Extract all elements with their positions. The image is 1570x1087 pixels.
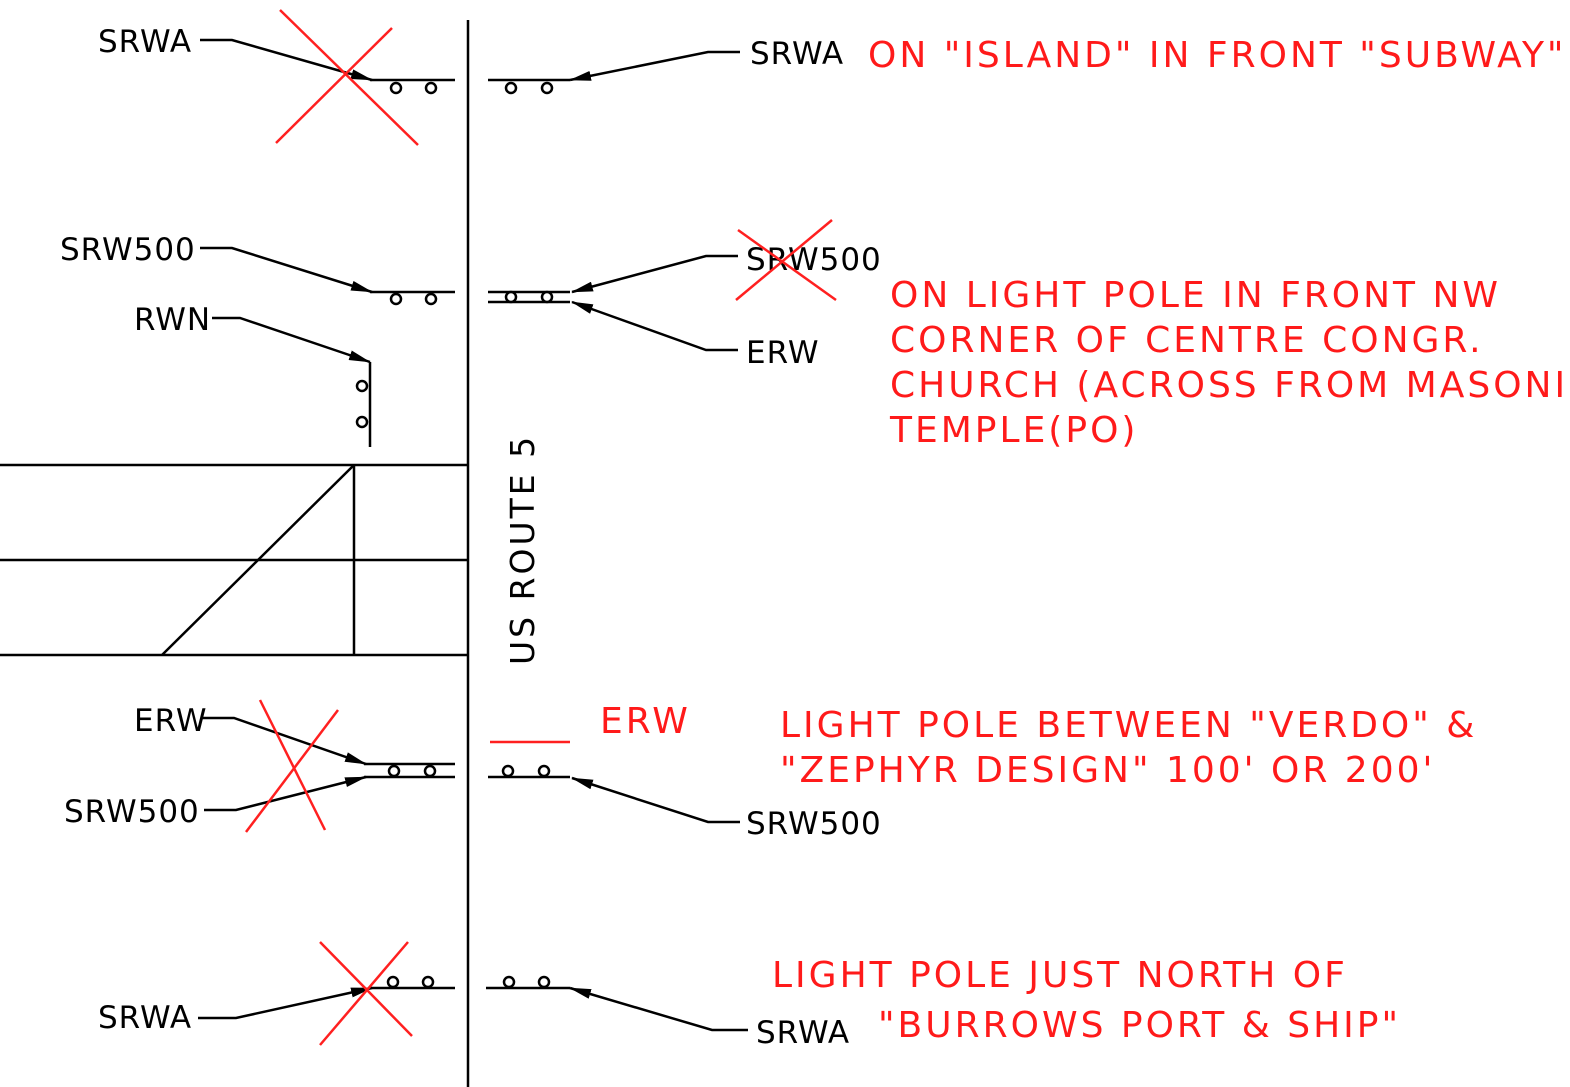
removed-mark <box>319 941 413 1037</box>
note-verdo-line-2: "ZEPHYR DESIGN" 100' OR 200' <box>780 750 1435 791</box>
note-burrows-line-1: LIGHT POLE JUST NORTH OF <box>772 955 1348 996</box>
removed-mark <box>279 9 419 146</box>
sign-label-srwa-bottom-right: SRWA <box>756 1015 850 1051</box>
note-burrows-line-2: "BURROWS PORT & SHIP" <box>878 1005 1401 1046</box>
note-church-line-2: CORNER OF CENTRE CONGR. <box>890 320 1484 361</box>
sign-group-bottom-right: SRWA <box>486 975 850 1051</box>
note-subway: ON "ISLAND" IN FRONT "SUBWAY" <box>868 35 1567 76</box>
sign-group-bottom-left: SRWA <box>98 941 455 1046</box>
removed-mark <box>737 228 837 302</box>
note-church: ON LIGHT POLE IN FRONT NW CORNER OF CENT… <box>889 275 1570 451</box>
note-verdo-zephyr: LIGHT POLE BETWEEN "VERDO" & "ZEPHYR DES… <box>780 705 1477 791</box>
sign-label-rwn: RWN <box>134 302 211 338</box>
sign-label-srw500-lower-left: SRW500 <box>64 794 200 830</box>
sign-group-lower-right: ERW SRW500 <box>488 701 882 842</box>
sign-label-srw500-mid-left: SRW500 <box>60 232 196 268</box>
note-church-line-4: TEMPLE(PO) <box>889 410 1138 451</box>
road-label: US ROUTE 5 <box>503 434 542 665</box>
note-verdo-line-1: LIGHT POLE BETWEEN "VERDO" & <box>780 705 1477 746</box>
sign-label-srwa-top-left: SRWA <box>98 24 192 60</box>
sign-group-mid-left: SRW500 RWN <box>60 232 455 447</box>
note-church-line-3: CHURCH (ACROSS FROM MASONIC <box>890 365 1570 406</box>
sign-label-srwa-top-right: SRWA <box>750 36 844 72</box>
cross-street <box>0 463 468 657</box>
sign-label-srwa-bottom-left: SRWA <box>98 1000 192 1036</box>
sign-group-top-right: SRWA <box>488 36 844 95</box>
sign-label-erw-mid-right: ERW <box>746 335 820 371</box>
sign-group-lower-left: ERW SRW500 <box>64 699 455 833</box>
sign-group-mid-right: SRW500 ERW <box>488 219 882 371</box>
note-burrows: LIGHT POLE JUST NORTH OF "BURROWS PORT &… <box>772 955 1401 1046</box>
sign-label-erw-lower-left: ERW <box>134 703 208 739</box>
sign-label-erw-lower-right: ERW <box>600 701 691 742</box>
note-church-line-1: ON LIGHT POLE IN FRONT NW <box>890 275 1501 316</box>
sign-label-srw500-lower-right: SRW500 <box>746 806 882 842</box>
sign-label-srw500-mid-right: SRW500 <box>746 242 882 278</box>
removed-mark <box>258 699 327 831</box>
sign-group-top-left: SRWA <box>98 9 455 146</box>
